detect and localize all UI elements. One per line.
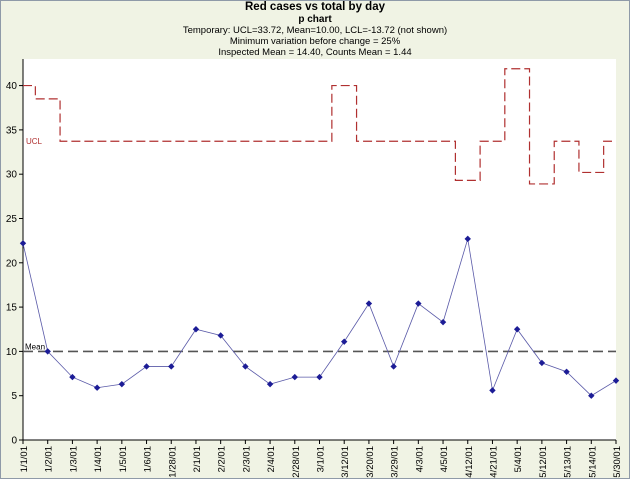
data-point — [365, 300, 373, 307]
data-point — [513, 326, 521, 333]
data-point — [439, 318, 447, 326]
x-tick-label: 1/28/01 — [167, 446, 178, 478]
data-point — [69, 373, 76, 381]
y-tick-label: 0 — [11, 436, 17, 447]
data-point — [538, 359, 546, 367]
x-tick-label: 1/2/01 — [44, 446, 55, 472]
x-tick-label: 1/3/01 — [68, 446, 79, 472]
plot-area — [23, 59, 616, 440]
x-tick-label: 1/6/01 — [143, 446, 154, 472]
chart-note-means: Inspected Mean = 14.40, Counts Mean = 1.… — [218, 47, 412, 58]
x-tick-label: 4/3/01 — [414, 446, 425, 472]
data-point — [341, 338, 348, 345]
x-tick-label: 4/12/01 — [464, 446, 475, 478]
x-tick-label: 2/28/01 — [291, 446, 302, 478]
data-point — [44, 348, 51, 355]
data-point — [489, 387, 496, 394]
x-tick-label: 5/13/01 — [563, 446, 574, 478]
x-tick-label: 5/12/01 — [538, 446, 549, 478]
y-tick-label: 20 — [6, 258, 18, 269]
y-tick-label: 25 — [6, 214, 18, 225]
data-point — [316, 373, 323, 381]
mean-label: Mean — [25, 342, 45, 351]
x-tick-label: 3/1/01 — [316, 446, 327, 472]
y-tick-label: 30 — [6, 170, 18, 181]
data-point — [143, 363, 150, 370]
x-tick-label: 5/30/01 — [612, 446, 623, 478]
y-tick-label: 40 — [6, 81, 18, 92]
x-tick-label: 1/1/01 — [19, 446, 30, 472]
x-tick-label: 5/4/01 — [513, 446, 524, 472]
x-tick-label: 2/3/01 — [241, 446, 252, 472]
data-point — [19, 240, 27, 247]
x-tick-label: 2/2/01 — [217, 446, 228, 472]
chart-subtitle: p chart — [298, 14, 332, 25]
x-tick-label: 3/29/01 — [390, 446, 401, 478]
data-point — [291, 373, 298, 381]
data-point — [266, 380, 274, 388]
data-point — [563, 368, 570, 375]
y-tick-label: 10 — [6, 347, 18, 358]
data-point — [93, 384, 101, 391]
chart-title: Red cases vs total by day — [245, 1, 385, 13]
x-tick-label: 1/5/01 — [118, 446, 129, 472]
y-tick-label: 5 — [11, 391, 17, 402]
x-tick-label: 3/20/01 — [365, 446, 376, 478]
x-tick-label: 4/5/01 — [439, 446, 450, 472]
y-tick-label: 15 — [6, 303, 18, 314]
ucl-line — [23, 68, 616, 185]
x-tick-label: 5/14/01 — [587, 446, 598, 478]
data-point — [415, 300, 422, 307]
x-tick-label: 1/4/01 — [93, 446, 104, 472]
ucl-label: UCL — [26, 137, 43, 146]
data-point — [118, 380, 126, 388]
data-point — [588, 392, 595, 399]
data-point — [242, 363, 249, 370]
x-tick-label: 4/21/01 — [488, 446, 499, 478]
data-point — [390, 363, 397, 370]
y-tick-label: 35 — [6, 125, 18, 136]
x-tick-label: 2/4/01 — [266, 446, 277, 472]
x-tick-label: 3/12/01 — [340, 446, 351, 478]
data-point — [217, 332, 224, 339]
data-point — [168, 363, 175, 370]
x-tick-label: 2/1/01 — [192, 446, 203, 472]
data-point — [612, 377, 620, 384]
chart-note-min-variation: Minimum variation before change = 25% — [229, 36, 401, 47]
data-point — [464, 235, 471, 243]
data-point — [192, 326, 200, 333]
chart-titles: Red cases vs total by day p chart Tempor… — [0, 1, 630, 58]
chart-note-control-limits: Temporary: UCL=33.72, Mean=10.00, LCL=-1… — [182, 25, 448, 36]
